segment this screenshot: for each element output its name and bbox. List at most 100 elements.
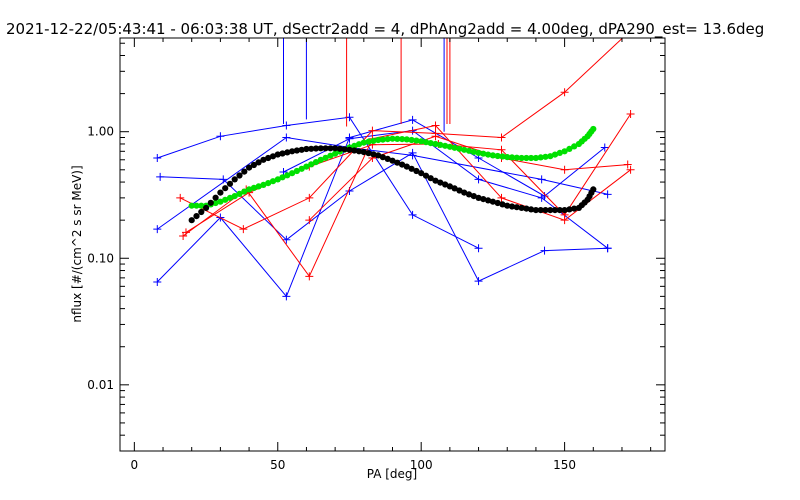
data-point-plus [624, 29, 632, 37]
data-dot [513, 204, 520, 211]
data-dot [327, 152, 334, 159]
data-dot [269, 178, 277, 185]
data-point-plus [282, 121, 291, 130]
data-dot [226, 180, 234, 187]
series-layer [153, 29, 635, 301]
data-dot [298, 146, 305, 153]
data-dot [351, 142, 358, 149]
data-point-plus [156, 172, 165, 181]
data-dot [336, 145, 343, 152]
data-dot [403, 136, 410, 143]
data-dot [571, 143, 578, 150]
data-dot [188, 202, 195, 209]
data-dot [260, 181, 267, 188]
data-point-plus [431, 132, 440, 141]
series-0 [153, 113, 483, 253]
data-point-plus [431, 121, 440, 130]
data-dot [408, 165, 415, 172]
data-point-plus [368, 126, 377, 135]
data-point-plus [626, 109, 635, 118]
data-dot [317, 156, 324, 163]
data-point-plus [216, 132, 225, 141]
data-dot [289, 148, 296, 155]
data-dot [451, 185, 458, 192]
data-dot [222, 196, 229, 203]
series-line [156, 119, 606, 298]
data-dot [322, 154, 329, 161]
data-dot [508, 203, 516, 210]
data-dot [193, 202, 200, 209]
data-dot [212, 199, 219, 207]
series-line [157, 116, 479, 249]
data-dot [399, 136, 406, 143]
series-line [160, 152, 608, 282]
data-dot [231, 176, 238, 183]
data-dot [394, 159, 401, 166]
series-17 [188, 145, 597, 224]
data-point-plus [305, 272, 314, 281]
data-dot [226, 194, 234, 201]
series-8 [176, 29, 632, 234]
data-dot [384, 136, 391, 143]
data-dot [446, 143, 453, 150]
data-dot [265, 180, 272, 187]
x-tick-label: 0 [131, 458, 139, 472]
data-dot [475, 194, 482, 201]
data-dot [222, 185, 229, 192]
data-dot [480, 196, 487, 203]
data-dot [198, 202, 205, 209]
data-point-plus [603, 190, 612, 199]
data-dot [250, 161, 257, 169]
data-dot [547, 207, 554, 214]
series-line [157, 136, 608, 230]
data-dot [465, 147, 473, 154]
x-tick-label: 150 [553, 458, 576, 472]
data-point-plus [623, 160, 632, 169]
data-point-plus [282, 235, 291, 244]
data-dot [193, 213, 200, 220]
data-point-plus [603, 244, 612, 253]
data-dot [360, 149, 367, 156]
data-dot [274, 151, 281, 158]
data-dot [513, 154, 520, 161]
data-dot [508, 154, 516, 161]
data-dot [355, 148, 363, 155]
data-dot [437, 179, 444, 186]
data-dot [212, 194, 219, 201]
data-dot [255, 183, 262, 190]
data-dot [399, 161, 406, 168]
data-dot [293, 167, 300, 175]
data-dot [375, 136, 382, 144]
data-dot [413, 167, 420, 175]
series-line [179, 38, 624, 230]
data-dot [461, 146, 468, 153]
data-dot [432, 177, 439, 184]
series-16 [188, 125, 597, 209]
data-dot [279, 150, 286, 157]
data-dot [442, 142, 449, 149]
x-axis-label: PA [deg] [367, 467, 417, 481]
data-dot [551, 207, 559, 214]
data-dot [556, 149, 563, 156]
data-dot [422, 139, 430, 146]
data-dot [322, 145, 329, 152]
series-1 [156, 148, 612, 286]
data-dot [217, 189, 224, 196]
data-dot [494, 199, 501, 207]
y-tick-label: 0.10 [87, 251, 114, 265]
data-dot [351, 147, 358, 154]
series-line [182, 124, 631, 278]
data-dot [470, 193, 477, 200]
data-dot [504, 202, 511, 209]
data-dot [308, 161, 315, 168]
data-dot [365, 150, 372, 157]
data-dot [566, 145, 573, 152]
data-point-plus [474, 175, 483, 184]
data-dot [537, 154, 544, 161]
data-point-plus [408, 151, 417, 160]
data-point-plus [537, 175, 546, 184]
data-point-plus [408, 115, 417, 124]
data-dot [389, 157, 396, 164]
y-axis-label: nflux [#/(cm^2 s sr MeV)] [70, 165, 84, 322]
data-dot [231, 193, 238, 200]
